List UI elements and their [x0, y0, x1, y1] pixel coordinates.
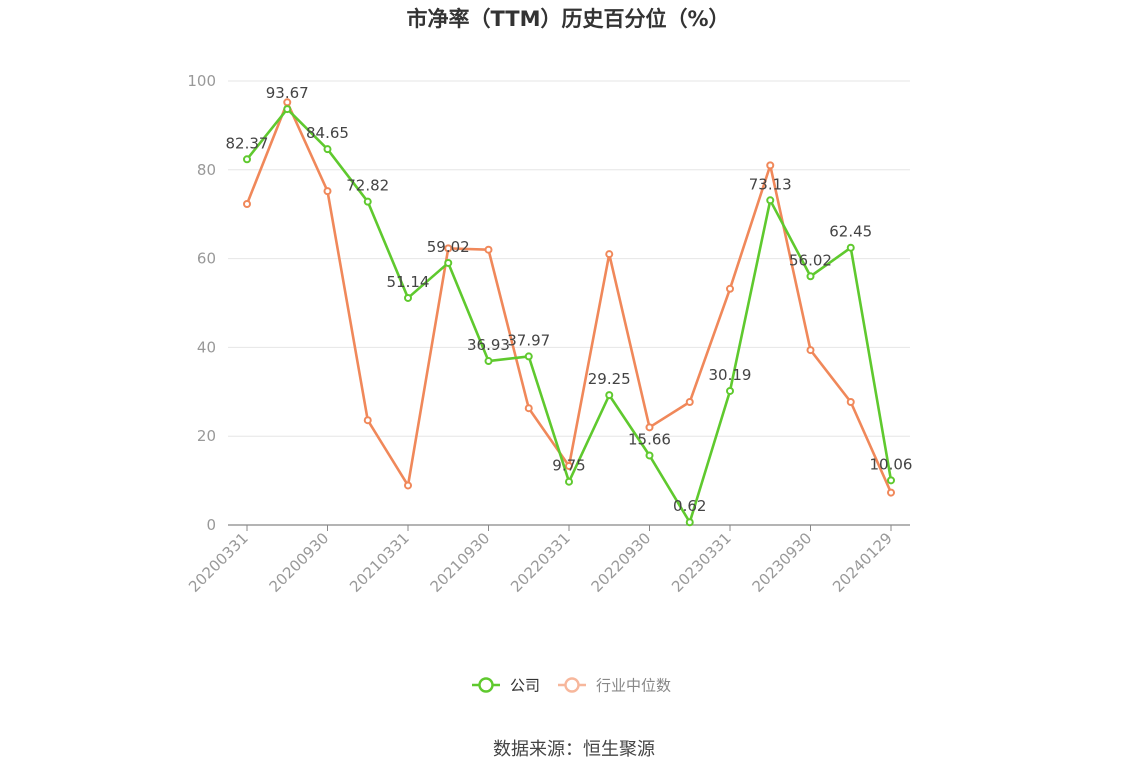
x-tick-label: 20200930 [266, 529, 333, 596]
data-point[interactable] [846, 398, 855, 407]
data-point[interactable] [404, 481, 412, 490]
data-point[interactable] [444, 244, 453, 253]
x-tick-label: 20220331 [507, 529, 574, 596]
data-point[interactable] [243, 199, 251, 208]
data-label: 56.02 [789, 251, 832, 269]
data-label: 30.19 [709, 366, 752, 384]
x-tick-label: 20210930 [427, 529, 494, 596]
data-point[interactable] [685, 398, 694, 407]
data-point[interactable] [444, 258, 453, 267]
data-point[interactable] [363, 197, 372, 206]
y-tick-label: 100 [187, 72, 216, 90]
legend[interactable]: 公司 行业中位数 [472, 677, 671, 695]
data-point[interactable] [565, 461, 573, 470]
data-point[interactable] [323, 145, 332, 154]
data-label: 59.02 [427, 238, 470, 256]
data-label: 10.06 [870, 455, 913, 473]
data-point[interactable] [524, 352, 533, 361]
data-label: 62.45 [829, 223, 872, 241]
data-point[interactable] [363, 416, 372, 425]
x-tick-label: 20230930 [749, 529, 816, 596]
data-point[interactable] [484, 357, 493, 366]
y-tick-label: 60 [197, 250, 216, 268]
data-labels: 82.37 93.67 84.65 72.82 51.14 59.02 36.9337.97… [226, 84, 913, 515]
data-point[interactable] [806, 346, 815, 355]
data-point[interactable] [645, 451, 654, 460]
series-line-1 [245, 101, 893, 494]
legend-item-0[interactable]: 公司 [472, 677, 540, 695]
data-point[interactable] [887, 488, 895, 497]
data-label: 51.14 [387, 273, 430, 291]
data-point[interactable] [685, 518, 694, 527]
data-label: 73.13 [749, 175, 792, 193]
data-label: 93.67 [266, 84, 309, 102]
legend-label: 行业中位数 [596, 677, 671, 695]
data-point[interactable] [766, 196, 775, 205]
data-point[interactable] [726, 284, 734, 293]
legend-item-1[interactable]: 行业中位数 [558, 677, 671, 695]
data-point[interactable] [766, 161, 775, 170]
legend-label: 公司 [510, 677, 540, 695]
data-point[interactable] [887, 476, 895, 485]
data-point[interactable] [323, 187, 332, 196]
data-point[interactable] [605, 250, 614, 259]
data-point[interactable] [806, 272, 815, 281]
y-tick-label: 40 [197, 338, 216, 356]
x-tick-label: 20210331 [346, 529, 413, 596]
data-point[interactable] [243, 155, 251, 164]
data-point[interactable] [846, 243, 855, 252]
y-tick-label: 20 [197, 427, 216, 445]
legend-marker [564, 677, 580, 693]
data-label: 9.75 [552, 457, 585, 475]
y-tick-label: 0 [206, 516, 216, 534]
data-label: 72.82 [346, 177, 389, 195]
data-point[interactable] [565, 477, 573, 486]
data-point[interactable] [605, 391, 614, 400]
x-tick-label: 20230331 [668, 529, 735, 596]
data-point[interactable] [726, 386, 734, 395]
data-label: 84.65 [306, 124, 349, 142]
x-tick-label: 20220930 [588, 529, 655, 596]
data-label: 37.97 [507, 331, 550, 349]
x-tick-label: 20200331 [185, 529, 252, 596]
series-layer [243, 98, 895, 527]
data-label: 36.93 [467, 336, 510, 354]
chart-title: 市净率（TTM）历史百分位（%） [406, 7, 729, 31]
data-label: 0.62 [673, 497, 706, 515]
data-label: 29.25 [588, 370, 631, 388]
grid-lines [228, 80, 910, 437]
data-point[interactable] [404, 293, 412, 302]
y-tick-label: 80 [197, 161, 216, 179]
data-point[interactable] [524, 404, 533, 413]
data-label: 82.37 [226, 134, 269, 152]
x-tick-label: 20240129 [829, 529, 896, 596]
source-note: 数据来源：恒生聚源 [493, 739, 655, 760]
data-label: 15.66 [628, 430, 671, 448]
data-point[interactable] [645, 423, 654, 432]
data-point[interactable] [283, 105, 292, 114]
legend-marker [478, 677, 494, 693]
data-point[interactable] [484, 245, 493, 254]
